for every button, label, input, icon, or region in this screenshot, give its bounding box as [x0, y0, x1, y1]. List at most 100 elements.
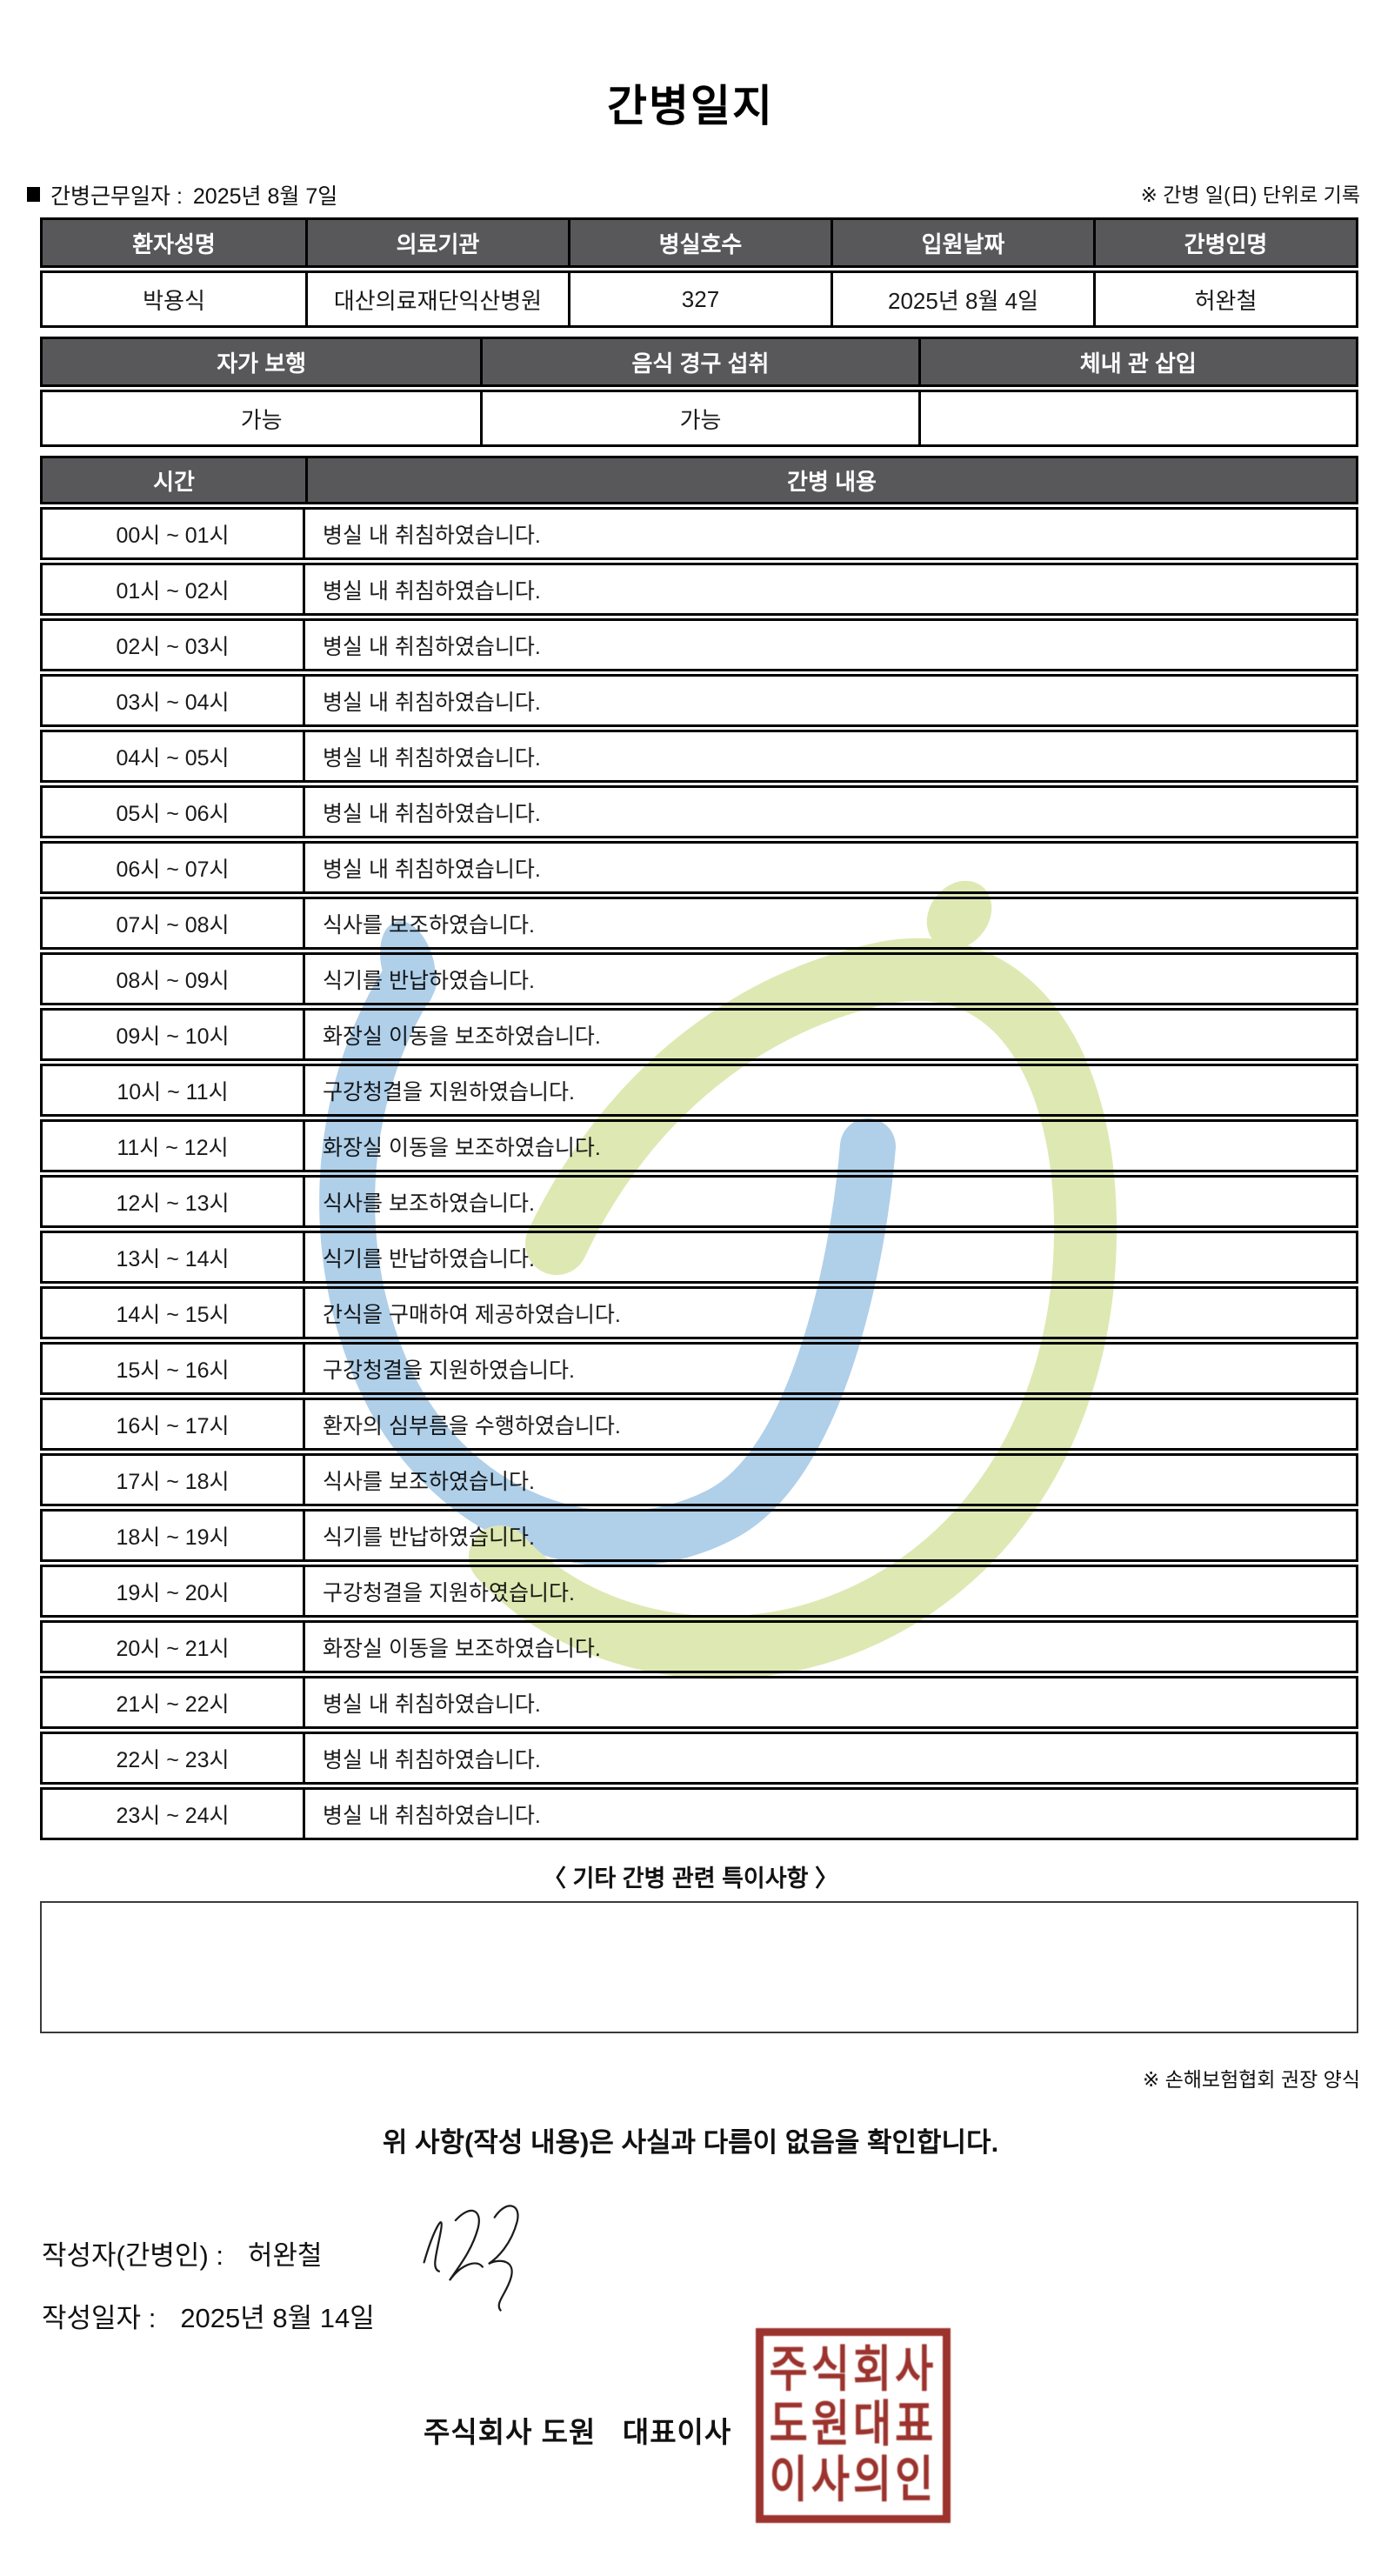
care-row-content: 식사를 보조하였습니다.: [323, 1191, 535, 1216]
care-row-content: 병실 내 취침하였습니다.: [323, 1692, 541, 1717]
care-row-content: 식기를 반납하였습니다.: [323, 1525, 535, 1550]
written-date-value: 2025년 8월 14일: [180, 2303, 375, 2333]
care-row-time: 17시 ~ 18시: [43, 1456, 305, 1504]
care-row: 00시 ~ 01시 병실 내 취침하였습니다.: [40, 507, 1358, 560]
care-row: 21시 ~ 22시 병실 내 취침하였습니다.: [40, 1676, 1358, 1729]
care-row: 06시 ~ 07시 병실 내 취침하였습니다.: [40, 841, 1358, 894]
self-walking-value: 가능: [240, 406, 283, 433]
care-row-content: 병실 내 취침하였습니다.: [323, 1747, 541, 1772]
care-row-content: 병실 내 취침하였습니다.: [323, 634, 541, 659]
care-row-time: 16시 ~ 17시: [43, 1400, 305, 1448]
care-row: 15시 ~ 16시 구강청결을 지원하였습니다.: [40, 1342, 1358, 1395]
caregiver-name-value: 허완철: [1093, 273, 1356, 325]
care-row: 05시 ~ 06시 병실 내 취침하였습니다.: [40, 785, 1358, 838]
care-row-content: 화장실 이동을 보조하였습니다.: [323, 1024, 601, 1049]
care-row: 11시 ~ 12시 화장실 이동을 보조하였습니다.: [40, 1119, 1358, 1172]
care-row-content: 환자의 심부름을 수행하였습니다.: [323, 1413, 621, 1438]
care-row: 14시 ~ 15시 간식을 구매하여 제공하였습니다.: [40, 1286, 1358, 1339]
care-row-time: 23시 ~ 24시: [43, 1790, 305, 1838]
care-row: 09시 ~ 10시 화장실 이동을 보조하였습니다.: [40, 1008, 1358, 1061]
care-row-time: 20시 ~ 21시: [43, 1623, 305, 1671]
care-row-time: 06시 ~ 07시: [43, 844, 305, 891]
care-row-time: 15시 ~ 16시: [43, 1345, 305, 1392]
work-date-line: 간병근무일자 : 2025년 8월 7일: [27, 179, 337, 210]
corporate-seal-stamp: 주식회사 도원대표 이사의인: [756, 2328, 951, 2523]
patient-table-values: 박용식 대산의료재단익산병원 327 2025년 8월 4일 허완철: [40, 270, 1358, 328]
work-date-label: 간병근무일자 :: [50, 184, 183, 209]
seal-line-2: 도원대표: [769, 2398, 937, 2453]
care-row-content: 병실 내 취침하였습니다.: [323, 690, 541, 715]
patient-name-value: 박용식: [143, 287, 205, 314]
header-room-number: 병실호수: [568, 220, 831, 265]
oral-intake-value: 가능: [480, 392, 917, 444]
confirmation-statement: 위 사항(작성 내용)은 사실과 다름이 없음을 확인합니다.: [382, 2127, 999, 2158]
care-row-time: 01시 ~ 02시: [43, 565, 305, 613]
care-row-time: 02시 ~ 03시: [43, 621, 305, 669]
care-row-content: 식기를 반납하였습니다.: [323, 968, 535, 993]
seal-line-1: 주식회사: [769, 2342, 937, 2398]
care-row-time: 09시 ~ 10시: [43, 1011, 305, 1058]
status-table: 자가 보행 음식 경구 섭취 체내 관 삽입 가능 가능: [40, 337, 1358, 447]
patient-table-header: 환자성명 의료기관 병실호수 입원날짜 간병인명: [40, 217, 1358, 268]
header-internal-tube: 체내 관 삽입: [917, 339, 1356, 384]
care-row-time: 05시 ~ 06시: [43, 788, 305, 836]
header-caregiver-name: 간병인명: [1093, 220, 1356, 265]
care-row-time: 18시 ~ 19시: [43, 1512, 305, 1559]
form-note: ※ 손해보험협회 권장 양식: [1142, 2068, 1360, 2091]
care-row-content: 식기를 반납하였습니다.: [323, 1246, 535, 1271]
unit-note: ※ 간병 일(日) 단위로 기록: [1140, 184, 1360, 206]
care-row-content: 식사를 보조하였습니다.: [323, 1469, 535, 1494]
care-row: 08시 ~ 09시 식기를 반납하였습니다.: [40, 952, 1358, 1005]
care-row: 16시 ~ 17시 환자의 심부름을 수행하였습니다.: [40, 1398, 1358, 1451]
care-row-time: 19시 ~ 20시: [43, 1567, 305, 1615]
care-row-content: 병실 내 취침하였습니다.: [323, 857, 541, 882]
bullet-square-icon: [27, 187, 40, 202]
seal-line-3: 이사의인: [769, 2453, 937, 2508]
internal-tube-value: [917, 392, 1356, 444]
care-row-time: 22시 ~ 23시: [43, 1734, 305, 1782]
admission-date-value: 2025년 8월 4일: [831, 273, 1093, 325]
room-number-value: 327: [568, 273, 831, 325]
care-row-time: 14시 ~ 15시: [43, 1289, 305, 1337]
care-row: 22시 ~ 23시 병실 내 취침하였습니다.: [40, 1732, 1358, 1785]
notes-title: 〈 기타 간병 관련 특이사항 〉: [543, 1865, 838, 1892]
care-row: 02시 ~ 03시 병실 내 취침하였습니다.: [40, 618, 1358, 671]
care-row-time: 21시 ~ 22시: [43, 1678, 305, 1726]
care-row: 19시 ~ 20시 구강청결을 지원하였습니다.: [40, 1565, 1358, 1618]
care-row: 23시 ~ 24시 병실 내 취침하였습니다.: [40, 1787, 1358, 1840]
care-row: 13시 ~ 14시 식기를 반납하였습니다.: [40, 1231, 1358, 1284]
care-row-time: 13시 ~ 14시: [43, 1233, 305, 1281]
company-ceo-line: 주식회사 도원 대표이사: [424, 2416, 732, 2448]
care-row-time: 07시 ~ 08시: [43, 899, 305, 947]
header-self-walking: 자가 보행: [217, 350, 307, 377]
care-row-content: 병실 내 취침하였습니다.: [323, 578, 541, 604]
care-row-time: 11시 ~ 12시: [43, 1122, 305, 1170]
header-admission-date: 입원날짜: [831, 220, 1093, 265]
care-row: 04시 ~ 05시 병실 내 취침하였습니다.: [40, 730, 1358, 783]
care-row: 20시 ~ 21시 화장실 이동을 보조하였습니다.: [40, 1620, 1358, 1673]
care-row-content: 병실 내 취침하였습니다.: [323, 801, 541, 826]
care-row-time: 00시 ~ 01시: [43, 510, 305, 557]
header-patient-name: 환자성명: [132, 230, 216, 257]
care-row-content: 구강청결을 지원하였습니다.: [323, 1079, 575, 1104]
written-date-line: 작성일자 : 2025년 8월 14일: [42, 2296, 375, 2335]
care-row-content: 병실 내 취침하였습니다.: [323, 523, 541, 548]
care-row-content: 식사를 보조하였습니다.: [323, 912, 535, 938]
work-date-value: 2025년 8월 7일: [192, 184, 338, 209]
care-row-content: 간식을 구매하여 제공하였습니다.: [323, 1302, 621, 1327]
care-row-content: 화장실 이동을 보조하였습니다.: [323, 1135, 601, 1160]
status-table-header: 자가 보행 음식 경구 섭취 체내 관 삽입: [40, 337, 1358, 387]
care-row: 17시 ~ 18시 식사를 보조하였습니다.: [40, 1453, 1358, 1506]
care-row-content: 구강청결을 지원하였습니다.: [323, 1580, 575, 1605]
care-row-time: 03시 ~ 04시: [43, 677, 305, 724]
handwritten-signature: [423, 2205, 519, 2312]
care-table-header: 시간 간병 내용: [40, 456, 1358, 504]
care-row-time: 08시 ~ 09시: [43, 955, 305, 1003]
writer-line: 작성자(간병인) : 허완철: [42, 2233, 323, 2272]
care-row-time: 12시 ~ 13시: [43, 1178, 305, 1225]
writer-name: 허완철: [248, 2240, 323, 2271]
care-rows-container: 00시 ~ 01시 병실 내 취침하였습니다. 01시 ~ 02시 병실 내 취침하였…: [40, 507, 1358, 1840]
page-title: 간병일지: [607, 82, 774, 130]
patient-info-table: 환자성명 의료기관 병실호수 입원날짜 간병인명 박용식 대산의료재단익산병원 …: [40, 217, 1358, 328]
